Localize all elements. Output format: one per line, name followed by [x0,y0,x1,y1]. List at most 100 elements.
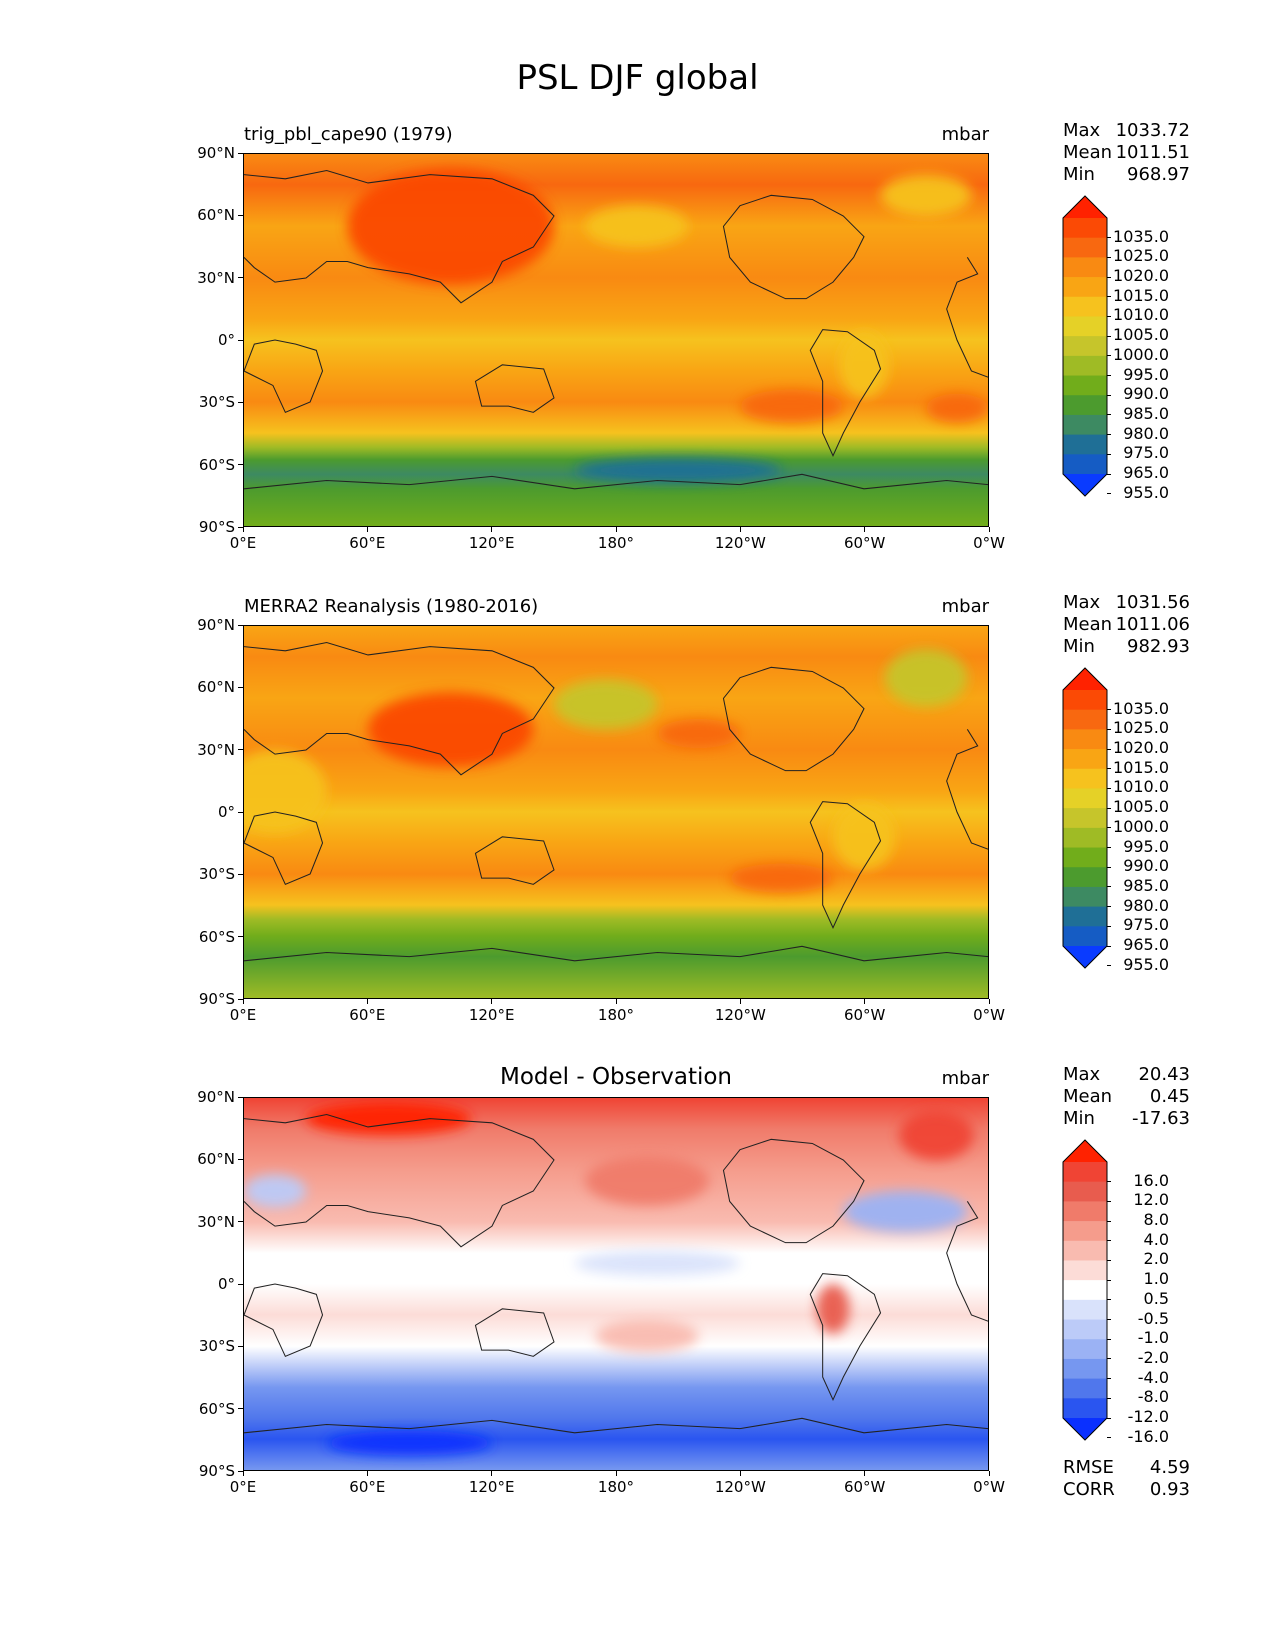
colorbar-label: -12.0 [1127,1407,1169,1426]
colorbar-segment [1063,886,1107,908]
colorbar-label: 2.0 [1143,1249,1169,1269]
x-tick-mark [491,1471,493,1476]
colorbar-segment [1063,926,1107,947]
field-anomaly [244,1174,306,1208]
colorbar [1062,667,1108,969]
stat-row-extra: RMSE 4.59 [1063,1457,1190,1479]
y-tick-mark [238,1283,243,1285]
coastline [946,1201,988,1322]
panel-title: MERRA2 Reanalysis (1980-2016) [244,596,539,617]
coastline [722,1138,865,1244]
field-anomaly [574,1250,740,1276]
field-anomaly [595,1319,699,1353]
y-tick-mark [238,936,243,938]
map-panel [243,153,989,527]
x-tick-mark [491,527,493,532]
x-tick-label: 60°W [843,1478,886,1496]
coastline [809,1273,882,1401]
coastline [946,257,988,378]
stat-row: Max 20.43 [1063,1064,1190,1086]
x-tick-mark [739,527,741,532]
y-tick-mark [238,214,243,216]
x-tick-mark [242,1471,244,1476]
y-tick-label: 30°N [197,268,235,287]
y-tick-mark [238,152,243,154]
colorbar-label: 975.0 [1123,443,1169,463]
colorbar-label: -0.5 [1137,1308,1169,1328]
colorbar-tick [1107,1240,1111,1242]
y-tick-mark [238,1158,243,1160]
colorbar-segment [1063,906,1107,927]
x-tick-label: 120°W [714,534,766,552]
stat-label: Mean [1063,614,1113,635]
colorbar-tick [1107,473,1111,475]
x-tick-mark [988,1471,990,1476]
map-panel [243,625,989,999]
colorbar-tick [1107,434,1111,436]
stat-value: 1031.56 [1115,592,1190,613]
colorbar-tick [1107,1279,1111,1281]
x-tick-label: 60°E [349,1478,386,1496]
y-tick-mark [238,1221,243,1223]
x-tick-mark [615,527,617,532]
colorbar-label: 980.0 [1123,895,1169,915]
colorbar-label: 965.0 [1123,463,1169,482]
colorbar-segment [1063,414,1107,436]
coastline [474,836,555,885]
field-anomaly [729,863,833,893]
stat-label: CORR [1063,1479,1115,1500]
colorbar-label: 965.0 [1123,935,1169,954]
colorbar-segment [1063,867,1107,888]
coastline [244,473,988,490]
colorbar-extend-bottom [1063,474,1107,496]
y-tick-label: 90°S [198,518,235,536]
colorbar-label: 1020.0 [1113,738,1169,758]
y-tick-mark [238,624,243,626]
colorbar [1062,1139,1108,1441]
colorbar-tick [1107,827,1111,829]
x-tick-mark [615,1471,617,1476]
colorbar-tick [1107,375,1111,377]
coastline [244,1417,988,1434]
colorbar-label: 1025.0 [1113,718,1169,738]
colorbar-segment [1063,1319,1107,1340]
y-tick-mark [238,526,243,528]
colorbar-label: -1.0 [1137,1328,1169,1348]
y-tick-label: 90°N [197,1088,235,1106]
colorbar-segment [1063,237,1107,258]
y-tick-label: 90°S [198,990,235,1008]
panel-title: trig_pbl_cape90 (1979) [244,124,453,145]
colorbar-label: 1000.0 [1113,816,1169,836]
field-background [244,1098,988,1470]
colorbar-tick [1107,1338,1111,1340]
y-tick-label: 60°S [198,1399,235,1418]
y-tick-mark [238,749,243,751]
colorbar-tick [1107,315,1111,317]
units-label: mbar [941,124,989,145]
colorbar-tick [1107,748,1111,750]
colorbar-segment [1063,1260,1107,1281]
y-tick-mark [238,1408,243,1410]
stat-value: 968.97 [1127,164,1190,185]
y-tick-mark [238,464,243,466]
colorbar-tick [1107,1181,1111,1183]
colorbar-label: -16.0 [1127,1426,1169,1446]
colorbar-segment [1063,709,1107,730]
colorbar-segment [1063,375,1107,396]
y-tick-mark [238,277,243,279]
x-tick-label: 0°W [973,1478,1005,1496]
field-map [244,626,988,998]
coastline [244,339,324,414]
stat-row: Min 968.97 [1063,164,1190,186]
colorbar-tick [1107,256,1111,258]
x-tick-label: 120°W [714,1006,766,1024]
field-anomaly [926,393,988,423]
y-tick-label: 60°N [197,678,235,697]
field-anomaly [306,1102,472,1136]
colorbar-segment [1063,434,1107,455]
colorbar [1062,195,1108,497]
colorbar-segment [1063,296,1107,317]
colorbar-label: 990.0 [1123,384,1169,404]
colorbar-label: 990.0 [1123,856,1169,876]
colorbar-label: 1025.0 [1113,246,1169,266]
